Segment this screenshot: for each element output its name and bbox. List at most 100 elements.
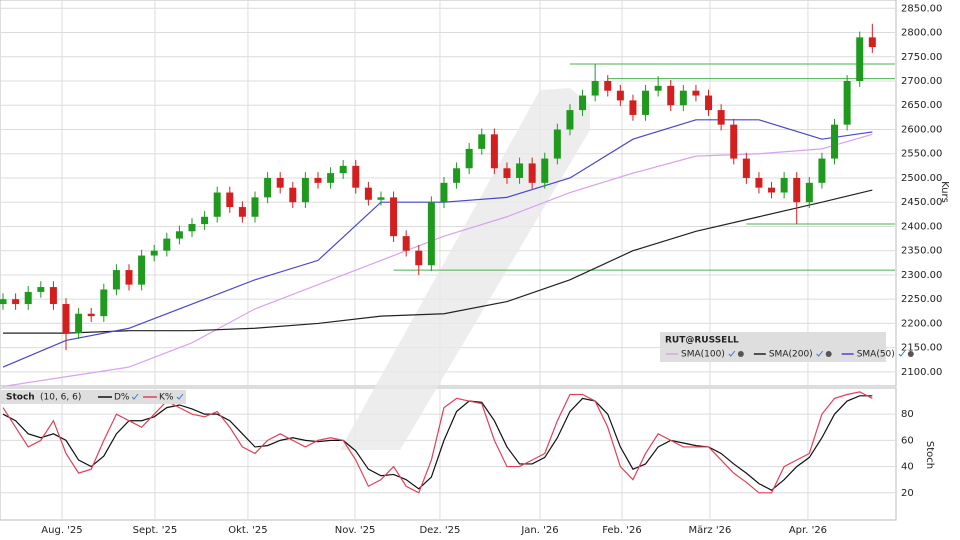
stoch-params: (10, 6, 6): [40, 393, 81, 403]
candle-body: [377, 197, 385, 200]
y-tick-label: 40: [901, 462, 914, 473]
candle-body: [125, 270, 133, 285]
y-tick-label: 2500.00: [901, 173, 942, 184]
candle-body: [818, 158, 826, 183]
candle-body: [616, 90, 624, 101]
candle-body: [503, 168, 511, 178]
y-tick-label: 2400.00: [901, 221, 942, 232]
candle-body: [805, 182, 813, 203]
check-icon: [898, 350, 906, 357]
y-tick-label: 2250.00: [901, 294, 942, 305]
y-tick-label: 2650.00: [901, 100, 942, 111]
candle-body: [37, 287, 45, 292]
legend-label: SMA(100): [681, 350, 725, 360]
settings-icon: [737, 351, 744, 357]
y-tick-label: 2850.00: [901, 3, 942, 14]
candle-body: [843, 81, 851, 125]
stoch-line: [2, 391, 873, 494]
candle-body: [12, 299, 20, 305]
x-tick-label: Nov. '25: [335, 525, 376, 536]
y-tick-label: 2100.00: [901, 367, 942, 378]
candle-body: [730, 124, 738, 159]
y-tick-label: 2350.00: [901, 246, 942, 257]
candle-body: [856, 37, 864, 81]
candle-body: [705, 95, 713, 111]
x-tick-label: Jan. '26: [520, 525, 558, 536]
stoch-legend-box: [0, 390, 186, 404]
candle-body: [0, 299, 7, 305]
candle-body: [201, 216, 209, 225]
candle-body: [642, 90, 650, 115]
stoch-title: Stoch: [6, 393, 35, 403]
y-tick-label: 2300.00: [901, 270, 942, 281]
x-tick-label: Aug. '25: [41, 525, 82, 536]
stoch-axis-label: Stoch: [924, 441, 935, 469]
candle-body: [238, 207, 246, 217]
candle-body: [427, 202, 435, 266]
candle-body: [314, 177, 322, 183]
y-tick-label: 2150.00: [901, 343, 942, 354]
candle-body: [301, 177, 309, 203]
legend-box: [660, 332, 886, 362]
candle-body: [75, 313, 83, 334]
y-tick-label: 2450.00: [901, 197, 942, 208]
candle-body: [402, 236, 410, 251]
candle-body: [591, 81, 599, 96]
candle-body: [755, 177, 763, 188]
candle-body: [175, 231, 183, 239]
candle-body: [415, 250, 423, 266]
candle-body: [516, 163, 524, 178]
candle-body: [226, 192, 234, 208]
candle-body: [541, 158, 549, 183]
candle-body: [490, 134, 498, 169]
candle-body: [62, 304, 70, 334]
y-tick-label: 20: [901, 488, 914, 499]
candle-body: [780, 177, 788, 193]
check-icon: [816, 350, 824, 357]
y-axis-label: Kurs: [939, 181, 950, 203]
x-tick-label: Sept. '25: [133, 525, 178, 536]
candle-body: [717, 110, 725, 125]
candle-body: [339, 165, 347, 174]
candle-body: [264, 177, 272, 198]
y-tick-label: 2750.00: [901, 52, 942, 63]
stoch-line: [2, 395, 873, 491]
candle-body: [138, 255, 146, 285]
watermark: [340, 88, 590, 450]
candle-body: [364, 187, 372, 200]
candle-body: [251, 197, 259, 217]
candle-body: [276, 177, 284, 188]
candle-body: [692, 90, 700, 96]
candle-body: [679, 90, 687, 106]
candle-body: [213, 192, 221, 217]
candle-body: [150, 250, 158, 256]
candle-body: [188, 224, 196, 232]
candle-body: [440, 182, 448, 203]
candle-body: [528, 163, 536, 183]
check-icon: [728, 350, 736, 357]
x-tick-label: Okt. '25: [228, 525, 267, 536]
legend-label: SMA(200): [769, 350, 813, 360]
candle-body: [566, 110, 574, 130]
y-tick-label: 2600.00: [901, 124, 942, 135]
candle-body: [667, 85, 675, 106]
candle-body: [352, 165, 360, 188]
legend-label: SMA(50): [857, 350, 895, 360]
candle-body: [453, 168, 461, 183]
candle-body: [289, 187, 297, 203]
check-icon: [176, 393, 184, 400]
settings-icon: [907, 351, 914, 357]
candle-body: [49, 287, 57, 305]
x-tick-label: März '26: [689, 525, 732, 536]
x-tick-label: Apr. '26: [789, 525, 827, 536]
plot: [0, 23, 895, 494]
candle-body: [100, 289, 108, 317]
candle-body: [868, 37, 876, 48]
candle-body: [478, 134, 486, 149]
x-tick-label: Dez. '25: [419, 525, 460, 536]
y-tick-label: 80: [901, 409, 914, 420]
x-tick-label: Feb. '26: [602, 525, 642, 536]
candle-body: [742, 158, 750, 178]
